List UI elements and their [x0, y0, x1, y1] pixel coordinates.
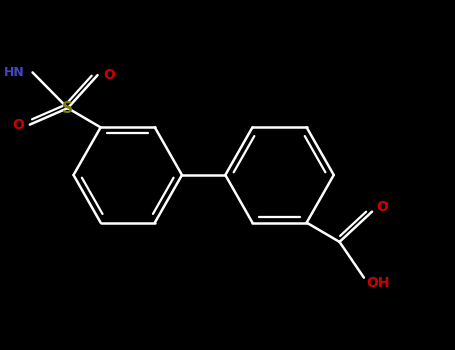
- Text: HN: HN: [4, 66, 25, 79]
- Text: S: S: [62, 100, 73, 116]
- Text: O: O: [103, 68, 115, 82]
- Text: OH: OH: [366, 276, 389, 290]
- Text: O: O: [376, 199, 388, 213]
- Text: O: O: [12, 118, 24, 132]
